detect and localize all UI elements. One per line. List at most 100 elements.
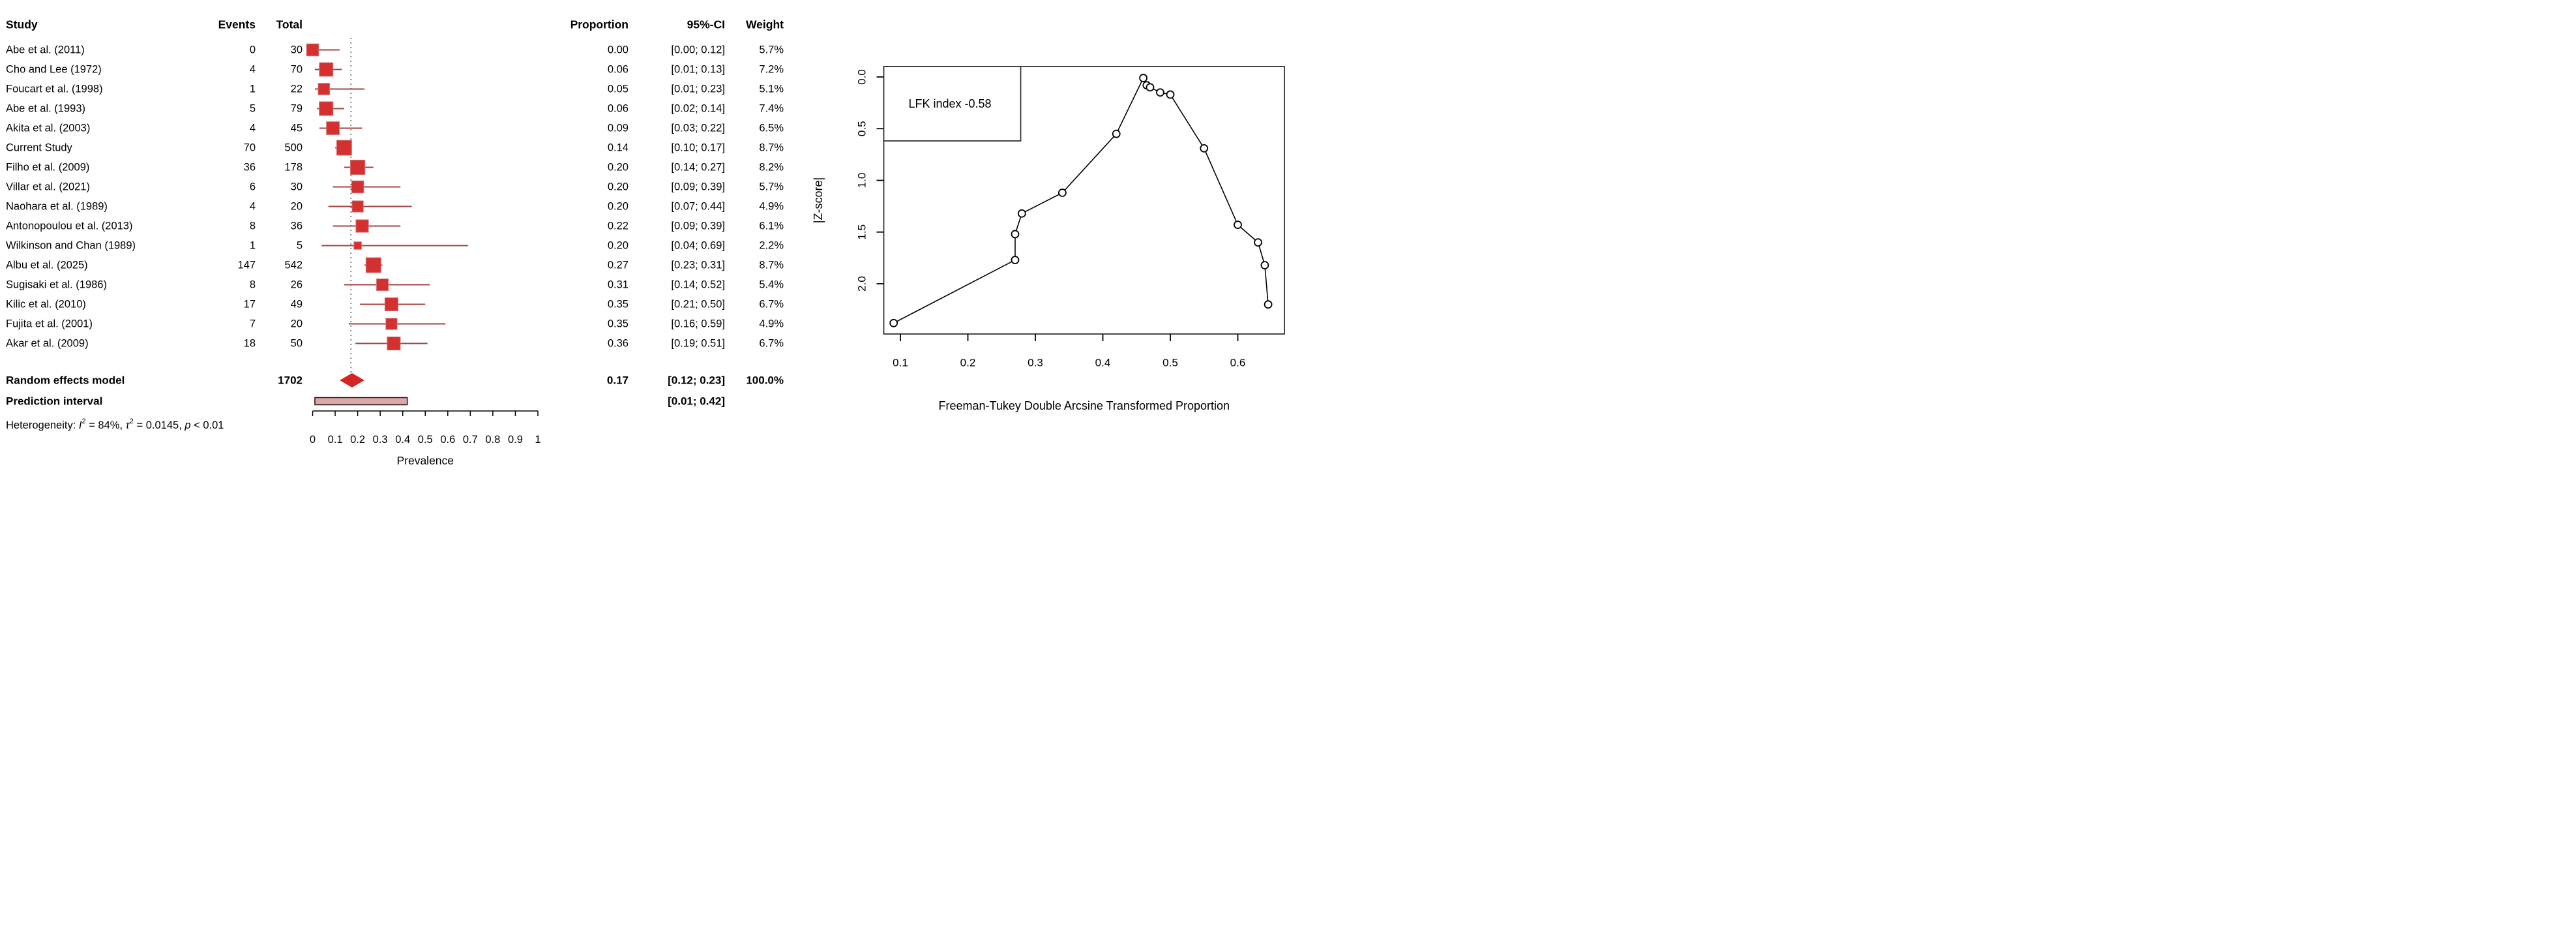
prevalence-tick-label: 0.1 [328,434,343,446]
effect-square [306,43,319,57]
doi-point [889,318,898,327]
effect-square [318,83,331,95]
study-label: Abe et al. (2011) [6,44,85,56]
study-events: 18 [244,338,256,350]
study-proportion: 0.05 [608,83,629,95]
prevalence-tick-label: 0.3 [373,434,388,446]
study-total: 542 [284,260,303,271]
col-header-total: Total [276,18,303,31]
study-ci: [0.01; 0.13] [671,64,725,76]
effect-square [326,121,340,135]
study-events: 0 [250,44,256,56]
doi-point [1011,230,1020,239]
doi-point [1139,74,1147,82]
study-weight: 6.7% [759,299,784,311]
study-label: Abe et al. (1993) [6,103,85,115]
heterogeneity-part: τ [126,419,131,431]
study-events: 70 [244,142,256,154]
study-events: 8 [250,279,256,291]
doi-y-tick-label: 0.5 [856,121,868,136]
doi-x-tick-label: 0.6 [1230,357,1246,369]
study-total: 45 [291,123,303,134]
pooled-label: Random effects model [6,374,125,387]
doi-point [1146,83,1155,92]
study-proportion: 0.36 [608,338,629,350]
study-weight: 5.4% [759,279,784,291]
doi-x-axis-title: Freeman-Tukey Double Arcsine Transformed… [938,399,1230,412]
study-total: 26 [291,279,303,291]
heterogeneity-part: I [79,419,82,431]
study-events: 8 [250,220,256,232]
study-ci: [0.21; 0.50] [671,299,725,311]
study-proportion: 0.06 [608,103,629,115]
col-header-proportion: Proportion [570,18,629,31]
doi-x-tick-label: 0.4 [1095,357,1111,369]
study-events: 7 [250,318,256,330]
meta-analysis-figure: Study Events Total Proportion 95%-CI Weight Ab… [0,0,1288,470]
heterogeneity-part: 2 [82,417,86,425]
study-events: 1 [250,83,256,95]
study-weight: 8.7% [759,260,784,271]
doi-point [1058,189,1067,197]
doi-y-axis-title: |Z-score| [812,177,825,223]
doi-point [1264,300,1273,309]
doi-point [1260,261,1269,269]
study-total: 20 [291,318,303,330]
heterogeneity-part: Heterogeneity: [6,419,79,431]
study-total: 20 [291,201,303,213]
effect-square [351,200,364,213]
study-ci: [0.03; 0.22] [671,123,725,134]
study-ci: [0.07; 0.44] [671,201,725,213]
study-proportion: 0.20 [608,162,629,174]
study-total: 79 [291,103,303,115]
study-label: Current Study [6,142,73,154]
study-proportion: 0.09 [608,123,629,134]
prevalence-tick-label: 0 [310,434,316,446]
study-weight: 5.7% [759,181,784,193]
heterogeneity-part: p [184,419,190,431]
col-header-study: Study [6,18,38,31]
study-proportion: 0.06 [608,64,629,76]
effect-square [319,62,334,77]
study-total: 70 [291,64,303,76]
pooled-ci: [0.12; 0.23] [668,374,725,387]
effect-square [385,318,398,330]
effect-square [376,278,389,292]
heterogeneity-note: Heterogeneity: I2 = 84%, τ2 = 0.0145, p … [6,417,224,431]
prevalence-tick-label: 0.6 [440,434,455,446]
doi-point [1234,220,1242,230]
study-proportion: 0.22 [608,220,629,232]
study-label: Antonopoulou et al. (2013) [6,220,132,232]
doi-x-tick-label: 0.5 [1162,357,1178,369]
study-label: Wilkinson and Chan (1989) [6,240,136,252]
study-weight: 6.7% [759,338,784,350]
study-ci: [0.09; 0.39] [671,220,725,232]
study-ci: [0.01; 0.23] [671,83,725,95]
study-label: Fujita et al. (2001) [6,318,93,330]
doi-y-tick-label: 1.0 [856,173,868,189]
doi-plot-box [883,66,1285,335]
study-events: 147 [237,260,256,271]
study-total: 500 [284,142,303,154]
study-total: 50 [291,338,303,350]
pooled-total: 1702 [278,374,303,387]
study-label: Filho et al. (2009) [6,162,89,174]
prevalence-tick-label: 0.4 [395,434,410,446]
effect-square [384,297,398,312]
study-weight: 4.9% [759,201,784,213]
study-ci: [0.00; 0.12] [671,44,725,56]
study-label: Akar et al. (2009) [6,338,89,350]
study-ci: [0.23; 0.31] [671,260,725,271]
study-label: Kilic et al. (2010) [6,299,86,311]
study-total: 30 [291,181,303,193]
pooled-weight: 100.0% [746,374,784,387]
doi-point [1166,90,1175,99]
effect-square [319,101,334,116]
study-proportion: 0.35 [608,318,629,330]
effect-square [365,257,381,273]
study-label: Sugisaki et al. (1986) [6,279,107,291]
prevalence-tick-label: 0.5 [418,434,433,446]
study-total: 49 [291,299,303,311]
study-events: 4 [250,123,256,134]
doi-point [1017,209,1026,218]
